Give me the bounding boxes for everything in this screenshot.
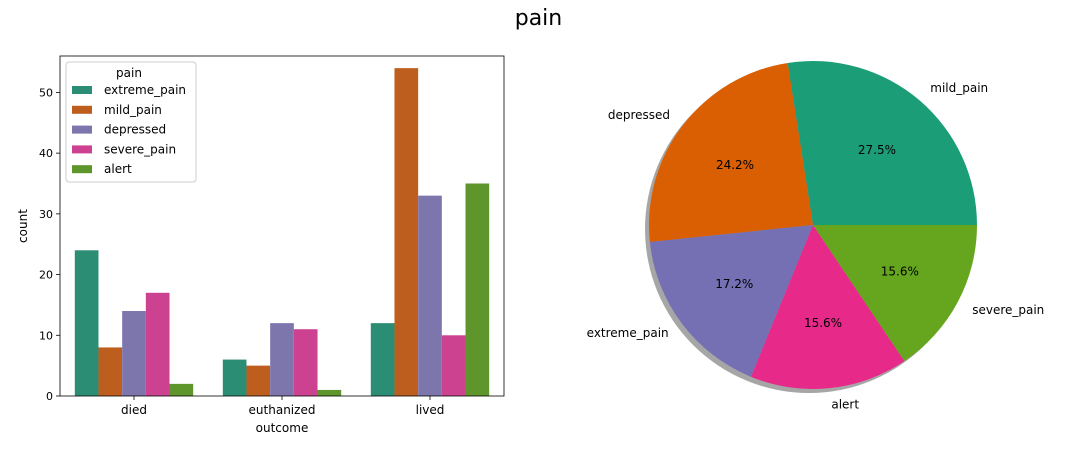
y-tick-label: 0 [46,390,53,403]
legend-label-mild_pain: mild_pain [104,103,162,117]
legend-label-alert: alert [104,162,132,176]
x-tick-label: euthanized [249,403,316,417]
bar-severe_pain-lived [441,335,466,396]
bar-severe_pain-euthanized [293,329,318,396]
bar-extreme_pain-died [74,250,99,396]
bar-alert-died [169,383,194,396]
pie-pct-label: 27.5% [858,143,896,157]
legend-swatch-alert [72,165,92,174]
bar-mild_pain-euthanized [246,365,271,396]
y-axis-label: count [16,209,30,243]
bar-depressed-died [122,311,146,396]
y-tick-label: 50 [39,86,53,99]
pie-slice-alert [751,225,905,389]
legend-title: pain [116,66,142,80]
bar-mild_pain-died [98,347,123,396]
bar-mild_pain-lived [394,68,419,396]
x-tick-label: died [121,403,147,417]
pie-slice-label: alert [831,397,859,411]
legend-label-severe_pain: severe_pain [104,142,176,156]
pie-shadow [645,65,973,393]
bar-severe_pain-died [145,292,170,396]
pie-pct-label: 15.6% [804,316,842,330]
y-tick-label: 20 [39,269,53,282]
pie-slice-label: mild_pain [930,81,988,95]
legend-swatch-extreme_pain [72,86,92,94]
bar-depressed-lived [418,195,442,396]
legend-label-extreme_pain: extreme_pain [104,83,186,97]
y-tick-label: 40 [39,147,53,160]
pie-pct-label: 24.2% [716,158,754,172]
bar-chart: 0 10 20 30 40 50 died euthanized lived outcome cou… [16,55,505,435]
pie-slice-label: depressed [608,108,670,122]
pie-slice-label: extreme_pain [587,326,669,340]
bar-extreme_pain-euthanized [222,359,247,396]
pie-pct-label: 15.6% [881,264,919,278]
y-tick-label: 30 [39,208,53,221]
pie-slice-extreme_pain [649,225,813,377]
pie-pct-label: 17.2% [715,277,753,291]
pie-slice-mild_pain [787,61,977,225]
pie-slice-depressed [649,62,813,242]
legend-label-depressed: depressed [104,123,166,137]
pie-slice-label: severe_pain [972,303,1044,317]
legend-box [65,61,197,183]
bar-alert-lived [465,183,490,396]
x-tick-label: lived [416,403,445,417]
legend-swatch-severe_pain [72,145,92,154]
x-axis-label: outcome [256,421,309,435]
bar-alert-euthanized [317,389,342,396]
bar-extreme_pain-lived [370,323,395,396]
legend-swatch-mild_pain [72,105,92,114]
figure-title: pain [514,6,563,31]
bar-depressed-euthanized [270,323,294,396]
legend-swatch-depressed [72,125,92,134]
y-tick-label: 10 [39,329,53,342]
pie-slice-severe_pain [813,225,977,362]
